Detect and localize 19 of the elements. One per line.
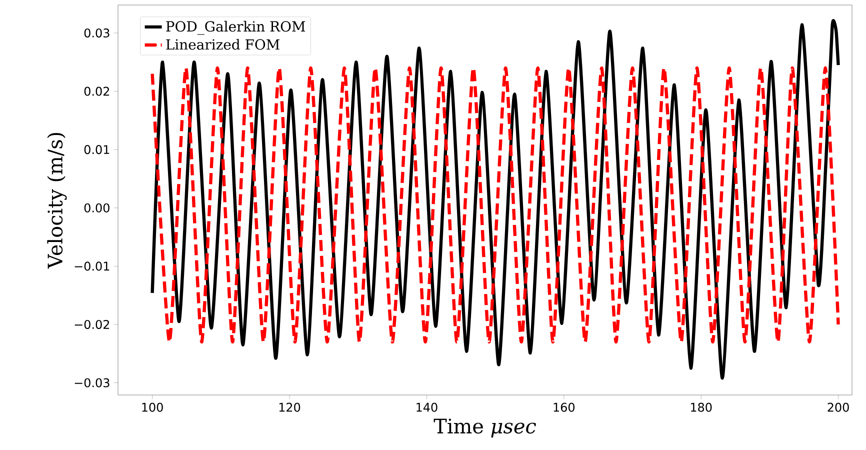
legend-label: Linearized FOM: [166, 38, 280, 50]
x-tick-label: 120: [279, 402, 300, 412]
y-tick-label: 0.00: [84, 203, 110, 212]
y-tick-label: −0.02: [74, 320, 110, 329]
x-tick-label: 140: [416, 402, 438, 412]
x-axis-title: Time μsec: [434, 418, 536, 438]
y-tick-label: 0.03: [84, 28, 110, 38]
y-tick-label: 0.01: [84, 145, 110, 154]
x-tick-label: 180: [690, 402, 712, 412]
y-tick-label: 0.02: [84, 86, 110, 96]
y-axis-title: Velocity (m/s): [47, 132, 67, 269]
x-tick-label: 200: [828, 402, 849, 412]
legend-label: POD_Galerkin ROM: [166, 20, 306, 35]
line-series: [150, 20, 840, 380]
line-series: [150, 66, 840, 344]
x-tick-label: 100: [142, 402, 163, 412]
x-tick-label: 160: [554, 402, 575, 412]
y-tick-label: −0.03: [74, 378, 110, 388]
y-tick-label: −0.01: [74, 262, 110, 271]
